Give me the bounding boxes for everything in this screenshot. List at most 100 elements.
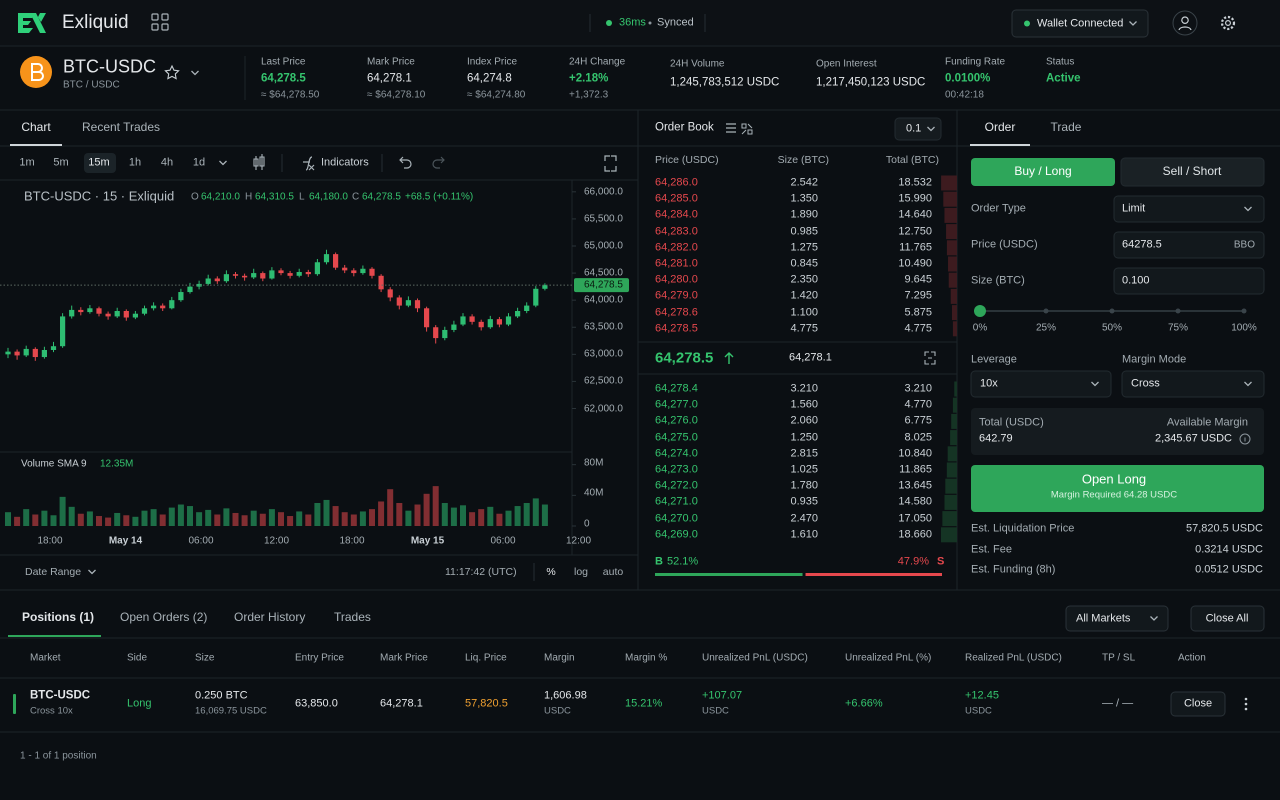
scale-option[interactable]: % xyxy=(546,565,556,578)
wallet-button[interactable] xyxy=(1011,9,1149,38)
tab[interactable]: Positions (1) xyxy=(22,610,95,625)
scale-option[interactable]: log xyxy=(573,565,589,578)
separator-dot xyxy=(648,21,652,25)
tab[interactable]: Trade xyxy=(1050,120,1082,135)
tab[interactable]: Recent Trades xyxy=(81,120,161,135)
coin-glyph xyxy=(31,63,44,81)
apps-icon[interactable] xyxy=(151,13,159,21)
cell: 15.21% xyxy=(625,697,663,710)
depth-bar xyxy=(945,478,957,494)
depth-bar xyxy=(943,191,957,207)
stat-sub: +1,372.3 xyxy=(569,89,609,101)
apps-icon[interactable] xyxy=(151,23,159,31)
book-size: 2.350 xyxy=(790,273,818,286)
y-tick-label: 66,000.0 xyxy=(584,186,623,198)
field-suffix: BBO xyxy=(1233,239,1255,251)
scale-option[interactable]: auto xyxy=(602,565,624,578)
interval[interactable]: 15m xyxy=(88,156,110,169)
submit-button[interactable] xyxy=(971,465,1264,512)
slider-knob[interactable] xyxy=(974,305,986,317)
layout-icon[interactable] xyxy=(741,123,753,135)
tab[interactable]: Order History xyxy=(234,610,306,625)
more-icon[interactable] xyxy=(1244,707,1248,711)
input[interactable] xyxy=(1113,231,1265,259)
candle-body xyxy=(296,272,302,276)
close-all-label[interactable]: Close All xyxy=(1205,612,1249,625)
tab[interactable]: Open Orders (2) xyxy=(120,610,208,625)
depth-bar xyxy=(952,321,957,337)
stat-label: Funding Rate xyxy=(945,56,1006,68)
candle-body xyxy=(278,270,284,274)
fx-icon[interactable] xyxy=(303,156,315,171)
tab[interactable]: Chart xyxy=(21,120,51,135)
volume-bar xyxy=(396,503,403,526)
sell-button[interactable] xyxy=(1120,157,1265,187)
list-icon[interactable] xyxy=(726,123,736,133)
clock: 11:17:42 (UTC) xyxy=(445,565,517,578)
submit-label[interactable]: Open Long xyxy=(1081,471,1147,487)
field-value[interactable]: 0.100 xyxy=(1122,274,1150,287)
market-filter-label[interactable]: All Markets xyxy=(1076,612,1131,625)
interval[interactable]: 4h xyxy=(160,156,174,169)
pagination: 1 - 1 of 1 position xyxy=(20,750,97,762)
precision[interactable]: 0.1 xyxy=(906,122,922,135)
undo-icon[interactable] xyxy=(399,156,412,169)
user-button[interactable] xyxy=(1172,10,1198,36)
precision-select[interactable] xyxy=(894,117,942,141)
column-header: Total (BTC) xyxy=(885,153,939,166)
field-value[interactable]: 64278.5 xyxy=(1122,238,1162,251)
close-all-button[interactable] xyxy=(1190,605,1265,632)
fullscreen-icon[interactable] xyxy=(604,155,617,172)
indicators-button[interactable]: Indicators xyxy=(321,156,369,169)
apps-icon[interactable] xyxy=(161,23,169,31)
ohlc-key: O xyxy=(191,191,199,203)
buy-label[interactable]: Buy / Long xyxy=(1014,164,1072,179)
focus-icon[interactable] xyxy=(924,351,936,365)
interval[interactable]: 1h xyxy=(128,156,142,169)
select[interactable] xyxy=(1121,370,1265,398)
estimate-value: 0.0512 USDC xyxy=(1195,563,1263,576)
interval[interactable]: 1m xyxy=(19,156,35,169)
select-value[interactable]: Cross xyxy=(1131,377,1160,390)
field-value[interactable]: Limit xyxy=(1122,202,1146,215)
candle-body xyxy=(396,297,402,306)
depth-bar xyxy=(951,305,957,321)
sell-label[interactable]: Sell / Short xyxy=(1162,164,1222,179)
column-header: Unrealized PnL (%) xyxy=(845,652,932,664)
settings-icon[interactable] xyxy=(1220,15,1236,31)
date-range[interactable]: Date Range xyxy=(25,565,82,578)
more-icon[interactable] xyxy=(1244,702,1248,706)
book-total: 3.210 xyxy=(904,382,932,395)
market-filter[interactable] xyxy=(1065,605,1169,632)
candle-body xyxy=(60,316,66,347)
select-value[interactable]: 10x xyxy=(980,377,998,390)
cell: +12.45 xyxy=(965,689,999,702)
buy-button[interactable] xyxy=(971,158,1115,186)
chart-type-icon[interactable] xyxy=(253,154,265,170)
apps-icon[interactable] xyxy=(161,13,169,21)
latency: 36ms xyxy=(619,16,646,29)
chevron-icon xyxy=(1244,206,1252,212)
cell-sub: USDC xyxy=(965,705,992,717)
input[interactable] xyxy=(1113,195,1265,223)
close-button[interactable] xyxy=(1170,691,1226,717)
volume-bar xyxy=(341,512,348,526)
interval[interactable]: 5m xyxy=(53,156,69,169)
tab[interactable]: Trades xyxy=(334,610,371,625)
tab[interactable]: Order xyxy=(984,120,1016,135)
interval[interactable]: 1d xyxy=(192,156,206,169)
book-total: 9.645 xyxy=(904,273,932,286)
depth-bar xyxy=(947,446,957,462)
more-icon[interactable] xyxy=(1244,697,1248,701)
book-price: 64,280.0 xyxy=(655,273,698,286)
candle-body xyxy=(78,309,84,313)
volume-bar xyxy=(387,489,394,526)
candle-body xyxy=(196,283,202,287)
input[interactable] xyxy=(1113,267,1265,295)
cell: BTC-USDC xyxy=(30,689,91,702)
volume-bar xyxy=(105,517,112,526)
wallet-label[interactable]: Wallet Connected xyxy=(1037,17,1124,30)
close-label[interactable]: Close xyxy=(1183,697,1213,710)
favorite-icon[interactable] xyxy=(164,64,180,80)
select[interactable] xyxy=(970,370,1112,398)
